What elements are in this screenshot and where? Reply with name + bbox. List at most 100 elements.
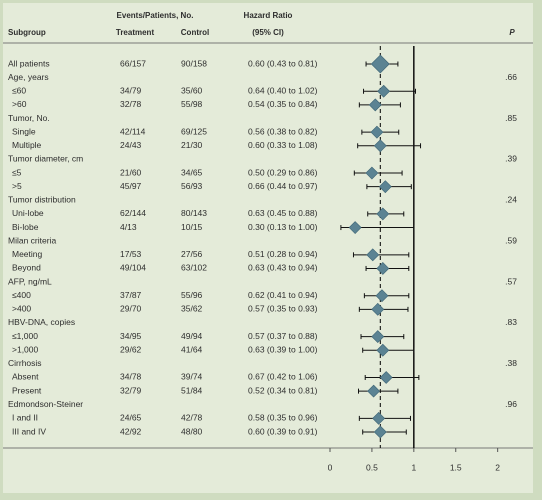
control: 35/60 bbox=[181, 86, 203, 96]
row-label: ≤1,000 bbox=[12, 331, 38, 341]
row-label: ≤60 bbox=[12, 86, 26, 96]
hr-point bbox=[373, 139, 387, 153]
treatment: 29/70 bbox=[120, 304, 142, 314]
hr-text: 0.60 (0.43 to 0.81) bbox=[248, 58, 318, 68]
hr-point bbox=[367, 384, 381, 398]
x-tick-label: 1 bbox=[411, 462, 416, 472]
hr-text: 0.64 (0.40 to 1.02) bbox=[248, 86, 318, 96]
row-label: ≤5 bbox=[12, 167, 22, 177]
x-tick-label: 0.5 bbox=[366, 462, 378, 472]
row-label: Beyond bbox=[12, 263, 41, 273]
control: 51/84 bbox=[181, 385, 203, 395]
hr-text: 0.30 (0.13 to 1.00) bbox=[248, 222, 318, 232]
control: 27/56 bbox=[181, 249, 203, 259]
hr-point bbox=[366, 248, 380, 262]
hr-text: 0.54 (0.35 to 0.84) bbox=[248, 99, 318, 109]
p-value: .39 bbox=[505, 154, 517, 164]
hr-point bbox=[372, 411, 386, 425]
hr-text: 0.62 (0.41 to 0.94) bbox=[248, 290, 318, 300]
header-control: Control bbox=[181, 28, 209, 37]
header-p: P bbox=[509, 28, 515, 37]
treatment: 49/104 bbox=[120, 263, 146, 273]
panel bbox=[3, 3, 533, 493]
row-label: Uni-lobe bbox=[12, 208, 44, 218]
hr-text: 0.51 (0.28 to 0.94) bbox=[248, 249, 318, 259]
row-label: III and IV bbox=[12, 426, 46, 436]
hr-point bbox=[365, 166, 379, 180]
hr-point bbox=[348, 221, 362, 234]
x-tick-label: 2 bbox=[495, 462, 500, 472]
hr-point bbox=[376, 262, 390, 275]
control: 69/125 bbox=[181, 126, 207, 136]
hr-point bbox=[368, 98, 382, 112]
row-label: Age, years bbox=[8, 72, 49, 82]
control: 34/65 bbox=[181, 167, 203, 177]
p-value: .66 bbox=[505, 72, 517, 82]
row-label: Present bbox=[12, 385, 42, 395]
hr-text: 0.60 (0.39 to 0.91) bbox=[248, 426, 318, 436]
hr-text: 0.57 (0.35 to 0.93) bbox=[248, 304, 318, 314]
p-value: .57 bbox=[505, 276, 517, 286]
treatment: 37/87 bbox=[120, 290, 142, 300]
treatment: 21/60 bbox=[120, 167, 142, 177]
hr-text: 0.63 (0.45 to 0.88) bbox=[248, 208, 318, 218]
hr-text: 0.63 (0.39 to 1.00) bbox=[248, 344, 318, 354]
hr-text: 0.50 (0.29 to 0.86) bbox=[248, 167, 318, 177]
row-label: HBV-DNA, copies bbox=[8, 317, 75, 327]
hr-text: 0.67 (0.42 to 1.06) bbox=[248, 372, 318, 382]
control: 10/15 bbox=[181, 222, 203, 232]
row-label: Bi-lobe bbox=[12, 222, 39, 232]
hr-point bbox=[375, 289, 389, 303]
treatment: 42/92 bbox=[120, 426, 142, 436]
row-label: >1,000 bbox=[12, 344, 39, 354]
control: 35/62 bbox=[181, 304, 203, 314]
row-label: I and II bbox=[12, 413, 38, 423]
hr-point bbox=[376, 343, 390, 357]
p-value: .85 bbox=[505, 113, 517, 123]
treatment: 4/13 bbox=[120, 222, 137, 232]
control: 56/93 bbox=[181, 181, 203, 191]
row-label: >60 bbox=[12, 99, 27, 109]
control: 90/158 bbox=[181, 58, 207, 68]
hr-text: 0.58 (0.35 to 0.96) bbox=[248, 413, 318, 423]
control: 49/94 bbox=[181, 331, 203, 341]
hr-point bbox=[371, 302, 385, 316]
treatment: 45/97 bbox=[120, 181, 142, 191]
control: 80/143 bbox=[181, 208, 207, 218]
treatment: 34/95 bbox=[120, 331, 142, 341]
row-label: AFP, ng/mL bbox=[8, 276, 52, 286]
header-subgroup: Subgroup bbox=[8, 28, 46, 37]
control: 42/78 bbox=[181, 413, 203, 423]
hr-point bbox=[379, 371, 393, 384]
treatment: 62/144 bbox=[120, 208, 146, 218]
treatment: 32/78 bbox=[120, 99, 142, 109]
hr-point bbox=[377, 84, 391, 98]
row-label: Milan criteria bbox=[8, 235, 56, 245]
control: 48/80 bbox=[181, 426, 203, 436]
treatment: 29/62 bbox=[120, 344, 142, 354]
row-label: >5 bbox=[12, 181, 22, 191]
row-label: ≤400 bbox=[12, 290, 31, 300]
control: 21/30 bbox=[181, 140, 203, 150]
row-label: Single bbox=[12, 126, 36, 136]
row-label: Edmondson-Steiner bbox=[8, 399, 83, 409]
row-label: >400 bbox=[12, 304, 31, 314]
p-value: .96 bbox=[505, 399, 517, 409]
header-hazard: Hazard Ratio bbox=[244, 11, 293, 20]
p-value: .24 bbox=[505, 195, 517, 205]
treatment: 66/157 bbox=[120, 58, 146, 68]
hr-text: 0.63 (0.43 to 0.94) bbox=[248, 263, 318, 273]
row-label: Tumor distribution bbox=[8, 195, 76, 205]
hr-point bbox=[370, 125, 384, 139]
hr-text: 0.57 (0.37 to 0.88) bbox=[248, 331, 318, 341]
row-label: All patients bbox=[8, 58, 50, 68]
row-label: Cirrhosis bbox=[8, 358, 42, 368]
hr-text: 0.56 (0.38 to 0.82) bbox=[248, 126, 318, 136]
hr-text: 0.52 (0.34 to 0.81) bbox=[248, 385, 318, 395]
row-label: Absent bbox=[12, 372, 39, 382]
treatment: 24/65 bbox=[120, 413, 142, 423]
treatment: 17/53 bbox=[120, 249, 142, 259]
header-treatment: Treatment bbox=[116, 28, 155, 37]
x-tick-label: 0 bbox=[328, 462, 333, 472]
